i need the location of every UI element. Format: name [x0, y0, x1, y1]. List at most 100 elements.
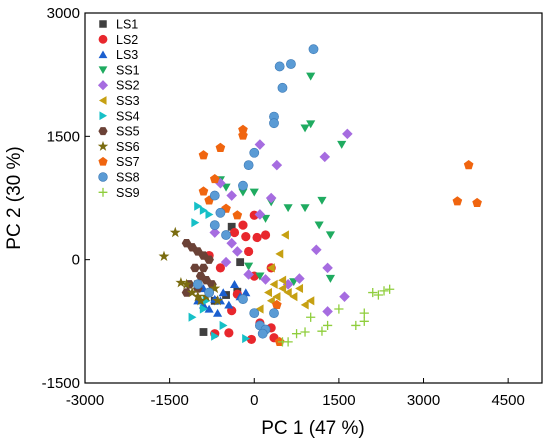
point-ss9 — [385, 284, 395, 294]
point-ss4 — [199, 304, 208, 314]
legend-marker-ss7 — [98, 156, 108, 166]
x-tick-label: -3000 — [66, 392, 104, 409]
point-ss2 — [260, 274, 271, 285]
x-tick-label: -1500 — [150, 392, 188, 409]
point-ss8 — [209, 220, 220, 231]
point-ss7 — [209, 174, 220, 184]
legend-marker-ss3 — [98, 96, 107, 105]
point-ls1 — [199, 328, 208, 336]
point-ss6 — [175, 276, 187, 288]
point-ss6 — [209, 282, 221, 294]
x-tick-label: 1500 — [322, 392, 355, 409]
legend-marker-ls1 — [99, 20, 107, 28]
x-tick-label: 0 — [250, 392, 258, 409]
series-ss8 — [192, 44, 319, 339]
legend-marker-ss4 — [99, 111, 108, 121]
series-ss7 — [198, 124, 482, 346]
point-ss1 — [325, 231, 336, 240]
point-ss2 — [322, 306, 333, 317]
point-ss8 — [277, 82, 288, 93]
legend-marker-ss9 — [98, 187, 108, 197]
point-ss4 — [205, 209, 214, 220]
point-ss8 — [269, 308, 279, 319]
point-ss4 — [219, 320, 228, 331]
point-ss2 — [311, 244, 322, 256]
point-ls3 — [218, 288, 228, 297]
point-ss1 — [317, 196, 327, 205]
legend-label-ss9: SS9 — [116, 186, 140, 200]
point-ss6 — [192, 290, 204, 302]
y-tick-label: 3000 — [47, 5, 80, 22]
legend-marker-ss5 — [98, 127, 108, 136]
point-ss6 — [212, 295, 224, 306]
point-ss1 — [337, 140, 347, 149]
point-ss9 — [277, 337, 288, 347]
point-ss8 — [209, 190, 220, 201]
legend-label-ls3: LS3 — [116, 48, 138, 62]
point-ss3 — [278, 283, 287, 294]
point-ss3 — [278, 275, 287, 285]
series-ss3 — [255, 230, 315, 314]
point-ss7 — [198, 150, 209, 160]
point-ss2 — [342, 128, 353, 140]
point-ss5 — [204, 255, 214, 264]
point-ss8 — [257, 328, 268, 339]
point-ss1 — [249, 188, 259, 197]
point-ss6 — [158, 250, 170, 262]
legend-label-ss1: SS1 — [116, 63, 140, 77]
point-ss7 — [463, 160, 474, 170]
point-ss9 — [323, 320, 333, 331]
point-ss3 — [269, 279, 278, 289]
point-ss1 — [238, 188, 248, 197]
point-ss9 — [359, 308, 369, 318]
legend-marker-ls3 — [98, 50, 108, 59]
point-ls2 — [260, 230, 271, 240]
point-ss3 — [264, 287, 273, 298]
point-ss6 — [181, 278, 193, 289]
point-ls2 — [229, 227, 240, 238]
legend-label-ls2: LS2 — [116, 33, 138, 47]
point-ss4 — [194, 201, 203, 211]
point-ls2 — [215, 263, 226, 273]
point-ss7 — [215, 142, 226, 152]
legend-marker-ss6 — [97, 140, 109, 151]
point-ss8 — [238, 294, 248, 305]
point-ss5 — [181, 288, 192, 297]
point-ss9 — [379, 286, 389, 296]
point-ss7 — [272, 299, 282, 309]
point-ss2 — [226, 190, 237, 201]
legend-marker-ss8 — [98, 172, 108, 182]
point-ss9 — [334, 304, 344, 314]
legend-marker-ss2 — [97, 80, 109, 91]
point-ss2 — [254, 209, 266, 220]
point-ss1 — [260, 214, 271, 223]
point-ss2 — [322, 262, 333, 274]
point-ss8 — [215, 207, 226, 218]
point-ls3 — [204, 304, 214, 313]
point-ss3 — [281, 230, 289, 240]
point-ss1 — [306, 72, 316, 81]
legend-label-ss6: SS6 — [116, 140, 140, 154]
point-ls2 — [246, 334, 257, 345]
point-ss1 — [306, 120, 316, 129]
x-tick-label: 4500 — [491, 392, 524, 409]
point-ss9 — [300, 327, 310, 337]
point-ss5 — [190, 263, 200, 273]
point-ss7 — [452, 196, 463, 206]
point-ss2 — [319, 151, 331, 163]
point-ss9 — [368, 287, 378, 298]
point-ss9 — [306, 312, 316, 322]
point-ss1 — [300, 204, 310, 213]
point-ss2 — [209, 227, 221, 238]
point-ss9 — [359, 316, 369, 326]
point-ls3 — [224, 300, 234, 309]
y-tick-label: 1500 — [47, 128, 80, 145]
point-ss2 — [271, 159, 283, 171]
point-ss7 — [232, 210, 243, 220]
point-ls2 — [238, 220, 248, 230]
point-ss2 — [254, 139, 266, 150]
legend-marker-ls2 — [98, 34, 108, 44]
point-ss8 — [238, 180, 248, 191]
